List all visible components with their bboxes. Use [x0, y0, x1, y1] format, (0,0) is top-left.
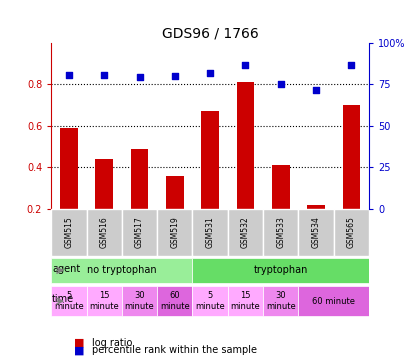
FancyBboxPatch shape [263, 209, 298, 256]
Text: time: time [52, 295, 74, 305]
Text: log ratio: log ratio [92, 338, 132, 348]
FancyBboxPatch shape [227, 286, 263, 316]
FancyBboxPatch shape [298, 286, 368, 316]
Text: GSM534: GSM534 [311, 216, 320, 248]
Text: 5
minute: 5 minute [195, 291, 225, 311]
Point [171, 73, 178, 79]
Bar [130, 149, 148, 209]
FancyBboxPatch shape [227, 209, 263, 256]
Text: 30
minute: 30 minute [124, 291, 154, 311]
Text: 15
minute: 15 minute [230, 291, 260, 311]
FancyBboxPatch shape [86, 286, 121, 316]
Text: ■: ■ [74, 345, 84, 355]
FancyBboxPatch shape [298, 209, 333, 256]
Point [207, 70, 213, 76]
FancyBboxPatch shape [51, 286, 86, 316]
Text: ■: ■ [74, 338, 84, 348]
Point [242, 62, 248, 68]
Text: tryptophan: tryptophan [253, 265, 307, 275]
Bar [166, 176, 183, 209]
Text: percentile rank within the sample: percentile rank within the sample [92, 345, 256, 355]
FancyBboxPatch shape [157, 209, 192, 256]
Point [101, 72, 107, 78]
Text: GSM565: GSM565 [346, 216, 355, 248]
Text: GSM515: GSM515 [64, 217, 73, 248]
FancyBboxPatch shape [157, 286, 192, 316]
Point [347, 62, 354, 68]
Text: GSM519: GSM519 [170, 217, 179, 248]
FancyBboxPatch shape [192, 257, 368, 283]
Text: agent: agent [52, 264, 80, 274]
FancyBboxPatch shape [263, 286, 298, 316]
Bar [95, 159, 113, 209]
Bar [306, 205, 324, 209]
Text: GSM531: GSM531 [205, 217, 214, 248]
Text: 5
minute: 5 minute [54, 291, 83, 311]
Point [136, 74, 142, 80]
FancyBboxPatch shape [121, 286, 157, 316]
FancyBboxPatch shape [51, 257, 192, 283]
Point [65, 72, 72, 78]
Text: GSM533: GSM533 [276, 216, 285, 248]
Text: GSM516: GSM516 [99, 217, 108, 248]
Text: GSM532: GSM532 [240, 217, 249, 248]
FancyBboxPatch shape [51, 209, 86, 256]
Text: 15
minute: 15 minute [89, 291, 119, 311]
Bar [201, 111, 218, 209]
FancyBboxPatch shape [192, 286, 227, 316]
Bar [342, 105, 359, 209]
Bar [271, 165, 289, 209]
Bar [236, 82, 254, 209]
FancyBboxPatch shape [121, 209, 157, 256]
Text: GSM517: GSM517 [135, 217, 144, 248]
FancyBboxPatch shape [86, 209, 121, 256]
FancyBboxPatch shape [333, 209, 368, 256]
Point [312, 87, 319, 92]
Text: 30
minute: 30 minute [265, 291, 295, 311]
Bar [60, 128, 78, 209]
Point [277, 81, 283, 87]
Text: 60 minute: 60 minute [311, 297, 354, 306]
Text: no tryptophan: no tryptophan [87, 265, 156, 275]
Text: 60
minute: 60 minute [160, 291, 189, 311]
FancyBboxPatch shape [192, 209, 227, 256]
Title: GDS96 / 1766: GDS96 / 1766 [162, 26, 258, 40]
